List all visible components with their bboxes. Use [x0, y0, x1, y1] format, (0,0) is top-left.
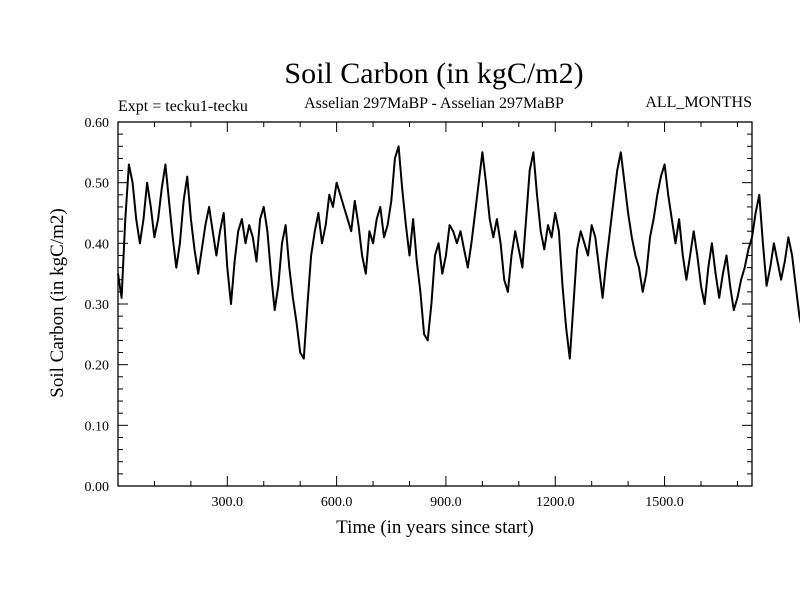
axes: 300.0 600.0 900.0 1200.0 1500.0 0.00 0.10 0.20 0…: [85, 116, 753, 510]
plot-frame: [117, 121, 753, 487]
chart-title: Soil Carbon (in kgC/m2): [284, 57, 583, 90]
chart-subtitle-right: ALL_MONTHS: [645, 94, 752, 111]
chart-subtitle-center: Asselian 297MaBP - Asselian 297MaBP: [304, 95, 564, 112]
chart-subtitle-left: Expt = tecku1-tecku: [118, 98, 248, 115]
x-tick-label: 1200.0: [536, 495, 575, 510]
y-tick-label: 0.20: [85, 359, 110, 374]
y-tick-label: 0.60: [85, 116, 110, 131]
y-tick-label: 0.40: [85, 237, 110, 252]
x-tick-label: 1500.0: [645, 495, 684, 510]
series-line-0: [117, 145, 800, 360]
x-axis-label: Time (in years since start): [336, 517, 534, 538]
y-tick-label: 0.50: [85, 177, 110, 192]
plot-area: [117, 145, 800, 360]
y-tick-label: 0.00: [85, 480, 110, 495]
y-axis-label: Soil Carbon (in kgC/m2): [47, 208, 68, 397]
y-tick-label: 0.10: [85, 419, 110, 434]
x-tick-label: 600.0: [321, 495, 353, 510]
x-tick-label: 900.0: [430, 495, 462, 510]
x-tick-label: 300.0: [212, 495, 244, 510]
y-tick-label: 0.30: [85, 298, 110, 313]
